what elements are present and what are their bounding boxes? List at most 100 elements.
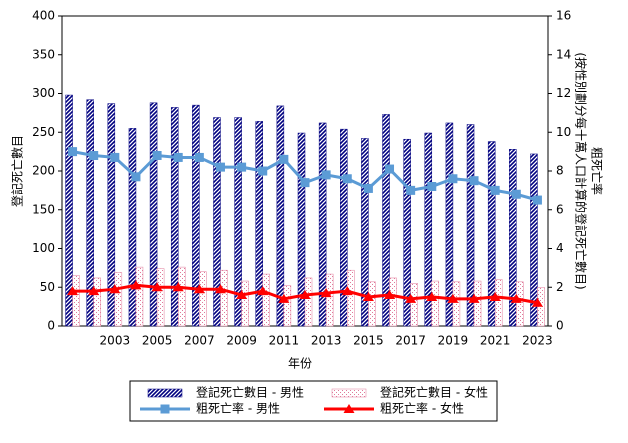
line-marker [405, 293, 417, 303]
y-tick-label: 0 [47, 319, 55, 333]
bar [347, 269, 355, 327]
bar [220, 269, 228, 327]
line-marker [299, 290, 311, 299]
line-marker [320, 288, 332, 298]
bar [466, 124, 475, 327]
y2-tick-label: 8 [556, 164, 564, 178]
line-marker [237, 162, 247, 172]
x-tick-label: 2011 [269, 334, 300, 348]
bar [241, 280, 249, 327]
x-tick-label: 2021 [480, 334, 511, 348]
y-tick-label: 400 [32, 9, 55, 23]
y-tick-label: 250 [32, 125, 55, 139]
y-tick-label: 50 [40, 280, 55, 294]
line-marker [532, 195, 542, 205]
x-tick-label: 2015 [353, 334, 384, 348]
bar [276, 105, 285, 327]
x-tick-label: 2005 [142, 334, 173, 348]
bar [135, 266, 144, 327]
bar [318, 122, 327, 327]
x-tick-label: 2023 [522, 334, 553, 348]
legend-box [129, 380, 498, 422]
line-marker [193, 284, 205, 294]
y2-tick-label: 10 [556, 125, 571, 139]
line-marker [300, 178, 310, 188]
legend-marker [343, 404, 355, 413]
legend-label: 粗死亡率 - 女性 [380, 401, 464, 416]
legend-label: 登記死亡數目 - 女性 [380, 385, 488, 400]
x-tick-label: 2017 [395, 334, 426, 348]
x-axis-label: 年份 [288, 357, 312, 371]
bar [72, 275, 80, 327]
legend-label: 粗死亡率 - 男性 [196, 401, 280, 416]
bar [304, 277, 313, 327]
y-axis-label: 登記死亡數目 [10, 135, 25, 207]
y2-axis-label: 粗死亡率 [590, 147, 605, 195]
bar [283, 285, 292, 327]
bar [530, 153, 538, 327]
line-marker [511, 189, 521, 199]
bar [516, 281, 524, 327]
bar [389, 277, 397, 327]
line-marker [448, 174, 458, 184]
bar [494, 279, 503, 327]
line-marker [152, 151, 162, 160]
legend-swatch [147, 388, 183, 398]
y-tick-label: 300 [32, 86, 55, 100]
line-marker [172, 282, 184, 292]
bar [65, 94, 73, 327]
line-marker [151, 282, 163, 292]
line-marker [342, 174, 352, 184]
bar [340, 128, 348, 327]
x-tick-label: 2009 [226, 334, 257, 348]
bar [114, 272, 123, 327]
y2-tick-label: 14 [556, 47, 571, 61]
x-tick-label: 2003 [100, 334, 131, 348]
y2-tick-label: 6 [556, 202, 564, 216]
legend-label: 登記死亡數目 - 男性 [196, 385, 304, 400]
bar [473, 280, 482, 327]
bar [192, 104, 200, 327]
y2-tick-label: 4 [556, 241, 564, 255]
bar [297, 132, 306, 327]
bar [156, 268, 165, 327]
bar [234, 117, 242, 327]
line-marker [469, 176, 479, 186]
line-marker [384, 290, 396, 299]
line-marker [67, 286, 79, 296]
bar [382, 114, 390, 327]
legend-marker [160, 404, 170, 414]
y-tick-label: 350 [32, 47, 55, 61]
line-marker [321, 170, 331, 180]
bar [262, 273, 270, 327]
line-marker [468, 293, 480, 303]
line-marker [89, 151, 99, 160]
line-marker [489, 291, 501, 301]
line-marker [131, 172, 141, 182]
legend-swatch [331, 388, 367, 398]
line-marker [490, 185, 500, 195]
x-tick-label: 2019 [438, 334, 469, 348]
bar [86, 99, 94, 327]
bar [93, 277, 101, 327]
x-tick-label: 2013 [311, 334, 342, 348]
bar [149, 102, 158, 327]
bar [403, 138, 411, 327]
x-tick-label: 2007 [184, 334, 215, 348]
bar [487, 141, 496, 327]
bar [424, 132, 433, 327]
y2-tick-label: 16 [556, 9, 571, 23]
line-marker [279, 154, 289, 164]
line-marker [130, 280, 142, 290]
line-marker [109, 284, 121, 294]
line-marker [531, 297, 543, 307]
line-marker [447, 293, 459, 303]
line-marker [341, 286, 353, 296]
bar [213, 117, 221, 327]
bar [431, 280, 440, 327]
bar [255, 121, 263, 327]
line-marker [406, 185, 416, 195]
bar [452, 281, 461, 327]
y2-axis-label: (按性別劃分每十萬人口計算的登記死亡數目) [574, 52, 589, 289]
